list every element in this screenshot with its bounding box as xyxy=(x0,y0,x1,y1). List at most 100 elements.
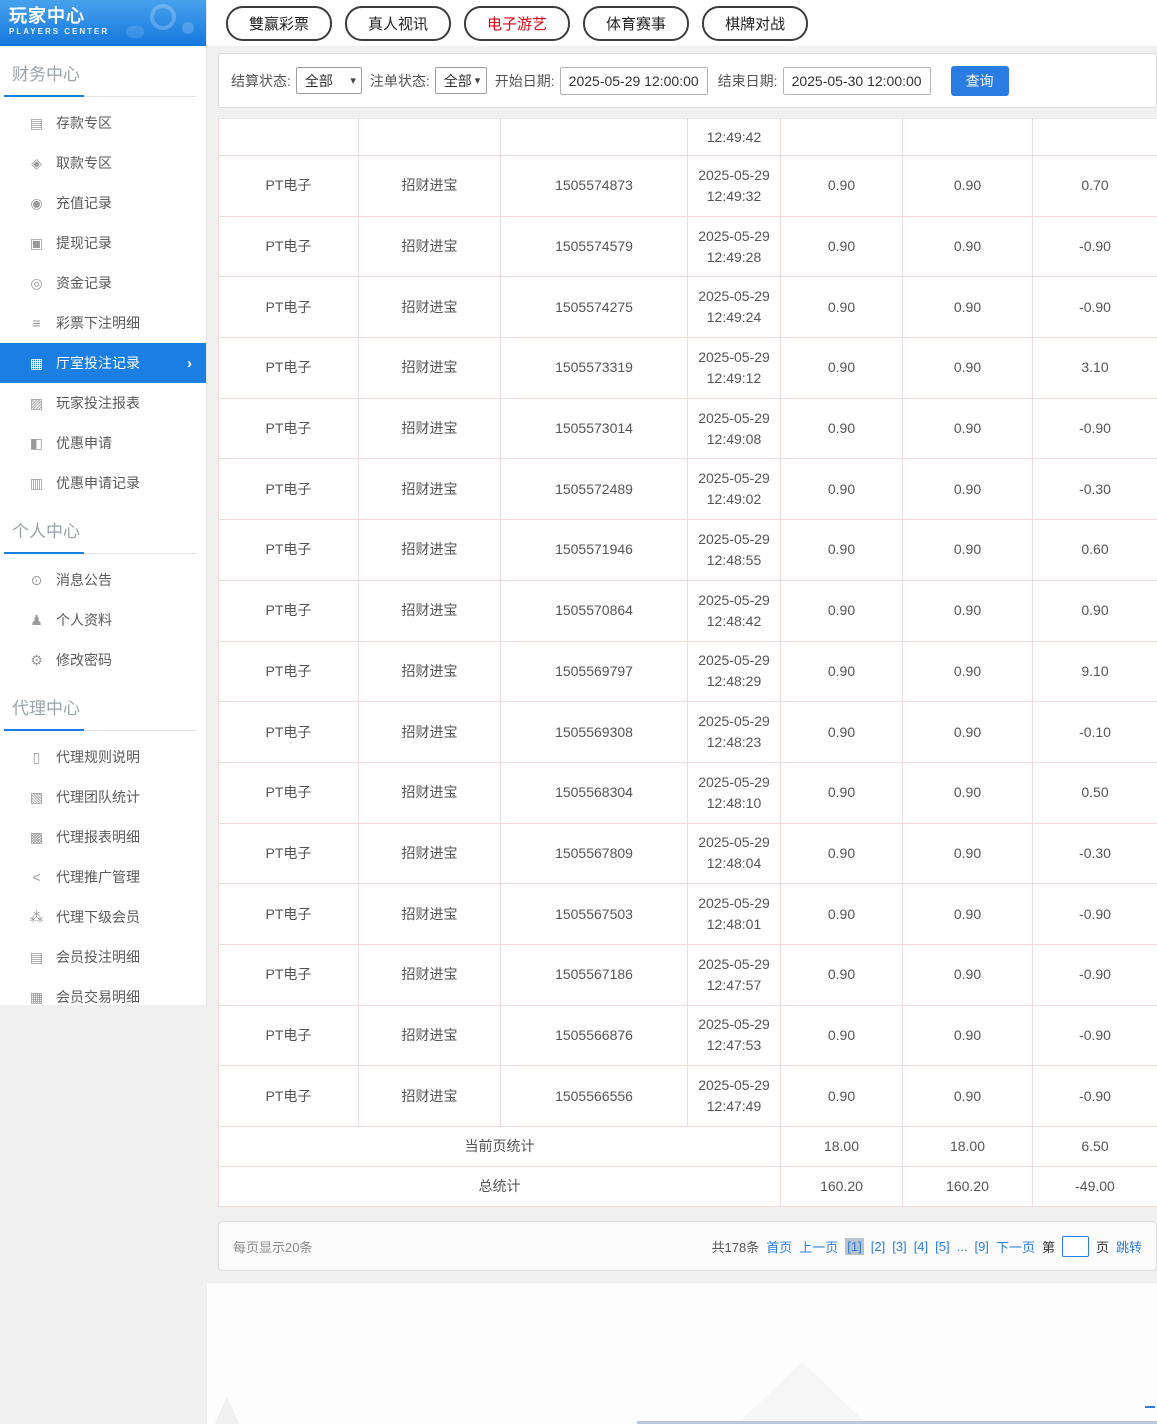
category-tab[interactable]: 真人视讯 xyxy=(345,5,452,41)
sidebar-item[interactable]: ▦ 厅室投注记录 › xyxy=(0,343,206,383)
page-number-link[interactable]: [1] xyxy=(845,1237,864,1255)
main-content: 雙赢彩票 真人视讯 电子游艺 体育赛事 棋牌对战 结算状态: 全部 ▾ 注单状态… xyxy=(207,0,1157,1424)
sidebar-item[interactable]: ▩ 代理报表明细 › xyxy=(0,817,206,857)
cell-bet-time: 2025-05-29 12:48:10 xyxy=(687,761,781,824)
pagination-bar: 每页显示20条 共178条 首页 上一页 [1] [2] [3] [4] [5]… xyxy=(218,1221,1157,1271)
bet-records-table: 12:49:42 PT电子 招财进宝 1505574873 2025-05-29… xyxy=(218,118,1157,1207)
sidebar-item[interactable]: ≡ 彩票下注明细 › xyxy=(0,303,206,343)
per-page-label: 每页显示20条 xyxy=(233,1239,313,1255)
sidebar-item-label: 优惠申请记录 xyxy=(56,475,140,491)
sidebar-item[interactable]: ▥ 优惠申请记录 › xyxy=(0,463,206,503)
sidebar-header: 玩家中心 PLAYERS CENTER xyxy=(0,0,206,46)
cell-win-loss: -0.90 xyxy=(1032,276,1157,339)
cell-platform: PT电子 xyxy=(218,761,359,824)
cell-win-loss: 0.60 xyxy=(1032,519,1157,581)
start-date-label: 开始日期: xyxy=(494,72,555,89)
jump-button[interactable]: 跳转 xyxy=(1115,1239,1142,1255)
cell-valid-amount: 0.90 xyxy=(902,579,1033,642)
category-tab[interactable]: 棋牌对战 xyxy=(702,5,809,41)
cell-valid-amount: 0.90 xyxy=(902,215,1033,278)
player-bet-report-icon: ▨ xyxy=(29,394,44,411)
hall-bet-records-icon: ▦ xyxy=(29,354,44,371)
jump-prefix-label: 第 xyxy=(1041,1239,1055,1255)
settle-status-select[interactable]: 全部 ▾ xyxy=(295,67,362,94)
cell-bet-amount: 0.90 xyxy=(780,1004,903,1067)
sidebar-item[interactable]: ▨ 玩家投注报表 › xyxy=(0,383,206,423)
cell-order-no: 1505572489 xyxy=(500,458,688,521)
order-status-select[interactable]: 全部 ▾ xyxy=(434,67,487,94)
page-number-link[interactable]: ... xyxy=(956,1238,968,1254)
cell-win-loss: -0.90 xyxy=(1032,397,1157,460)
category-tab[interactable]: 体育赛事 xyxy=(583,5,690,41)
cell-win-loss: -0.90 xyxy=(1032,1004,1157,1067)
page-number-link[interactable]: [4] xyxy=(913,1238,929,1254)
cell-bet-amount xyxy=(780,118,903,156)
sidebar-item[interactable]: ▣ 提现记录 › xyxy=(0,223,206,263)
sidebar-item[interactable]: ⚙ 修改密码 › xyxy=(0,640,206,680)
sidebar-item[interactable]: ⁂ 代理下级会员 › xyxy=(0,897,206,937)
sidebar-section-finance: 财务中心 ▤ 存款专区 › ◈ 取款专区 › ◉ 充值记录 xyxy=(0,46,206,503)
sidebar-item[interactable]: ◎ 资金记录 › xyxy=(0,263,206,303)
chevron-down-icon: ▾ xyxy=(350,75,356,87)
cell-win-loss: -0.30 xyxy=(1032,822,1157,885)
table-row: PT电子 招财进宝 1505567503 2025-05-29 12:48:01… xyxy=(218,883,1157,945)
sidebar-item[interactable]: ♟ 个人资料 › xyxy=(0,600,206,640)
cell-bet-time: 2025-05-29 12:48:04 xyxy=(687,822,781,885)
first-page-link[interactable]: 首页 xyxy=(766,1239,793,1255)
page-number-link[interactable]: [3] xyxy=(892,1238,907,1254)
next-page-link[interactable]: 下一页 xyxy=(995,1239,1035,1255)
cell-valid-amount: 0.90 xyxy=(902,155,1033,217)
page-number-link[interactable]: [9] xyxy=(974,1238,989,1254)
category-tab[interactable]: 雙赢彩票 xyxy=(226,5,333,41)
sidebar-item[interactable]: ◉ 充值记录 › xyxy=(0,183,206,223)
member-transaction-details-icon: ▦ xyxy=(29,988,44,1005)
sidebar-item[interactable]: ▤ 会员投注明细 › xyxy=(0,937,206,977)
start-date-input[interactable] xyxy=(559,66,708,95)
cell-bet-amount: 0.90 xyxy=(780,822,903,885)
cell-game: 招财进宝 xyxy=(358,519,501,581)
table-row-partial: 12:49:42 xyxy=(218,118,1157,156)
cell-bet-time: 2025-05-29 12:48:55 xyxy=(687,519,781,581)
sidebar-item[interactable]: ◈ 取款专区 › xyxy=(0,143,206,183)
cell-platform: PT电子 xyxy=(218,640,359,703)
section-title: 财务中心 xyxy=(12,65,80,84)
end-date-label: 结束日期: xyxy=(717,72,778,89)
cell-bet-amount: 0.90 xyxy=(780,883,903,945)
jump-page-input[interactable] xyxy=(1061,1235,1089,1257)
cell-platform: PT电子 xyxy=(218,215,359,278)
query-button[interactable]: 查询 xyxy=(950,65,1009,96)
cell-valid-amount: 0.90 xyxy=(902,761,1033,824)
cell-game: 招财进宝 xyxy=(358,761,501,824)
bet-records-table-wrap: 12:49:42 PT电子 招财进宝 1505574873 2025-05-29… xyxy=(218,118,1157,1207)
prev-page-link[interactable]: 上一页 xyxy=(799,1239,839,1255)
cell-game: 招财进宝 xyxy=(358,276,501,339)
page-number-link[interactable]: [5] xyxy=(935,1238,950,1254)
table-row: PT电子 招财进宝 1505567186 2025-05-29 12:47:57… xyxy=(218,943,1157,1006)
withdraw-hand-icon: ◈ xyxy=(31,154,42,171)
sidebar-item-label: 彩票下注明细 xyxy=(56,315,140,331)
promo-application-icon: ◧ xyxy=(29,434,44,451)
sidebar-item[interactable]: < 代理推广管理 › xyxy=(0,857,206,897)
category-tab[interactable]: 电子游艺 xyxy=(464,5,571,41)
cell-game: 招财进宝 xyxy=(358,1065,501,1127)
sidebar-item[interactable]: ▯ 代理规则说明 › xyxy=(0,737,206,777)
sidebar-item-label: 修改密码 xyxy=(56,652,112,668)
sidebar-item[interactable]: ▧ 代理团队统计 › xyxy=(0,777,206,817)
cell-win-loss: 9.10 xyxy=(1032,640,1157,703)
deposit-card-icon: ▤ xyxy=(29,114,44,131)
sidebar-item[interactable]: ▦ 会员交易明细 › xyxy=(0,977,206,1017)
cell-win-loss: 0.90 xyxy=(1032,579,1157,642)
sidebar-item[interactable]: ⊙ 消息公告 › xyxy=(0,560,206,600)
sidebar-item[interactable]: ▤ 存款专区 › xyxy=(0,103,206,143)
end-date-input[interactable] xyxy=(782,66,931,95)
cell-order-no: 1505569797 xyxy=(500,640,688,703)
cell-win-loss: 0.70 xyxy=(1032,155,1157,217)
page-summary-valid: 18.00 xyxy=(902,1126,1033,1167)
triangle-decoration-icon xyxy=(215,1396,239,1424)
section-divider xyxy=(4,729,196,731)
sidebar-item[interactable]: ◧ 优惠申请 › xyxy=(0,423,206,463)
page-summary-label: 当前页统计 xyxy=(218,1126,781,1167)
cell-order-no: 1505568304 xyxy=(500,761,688,824)
page-number-link[interactable]: [2] xyxy=(870,1238,886,1254)
table-row: PT电子 招财进宝 1505573319 2025-05-29 12:49:12… xyxy=(218,337,1157,399)
